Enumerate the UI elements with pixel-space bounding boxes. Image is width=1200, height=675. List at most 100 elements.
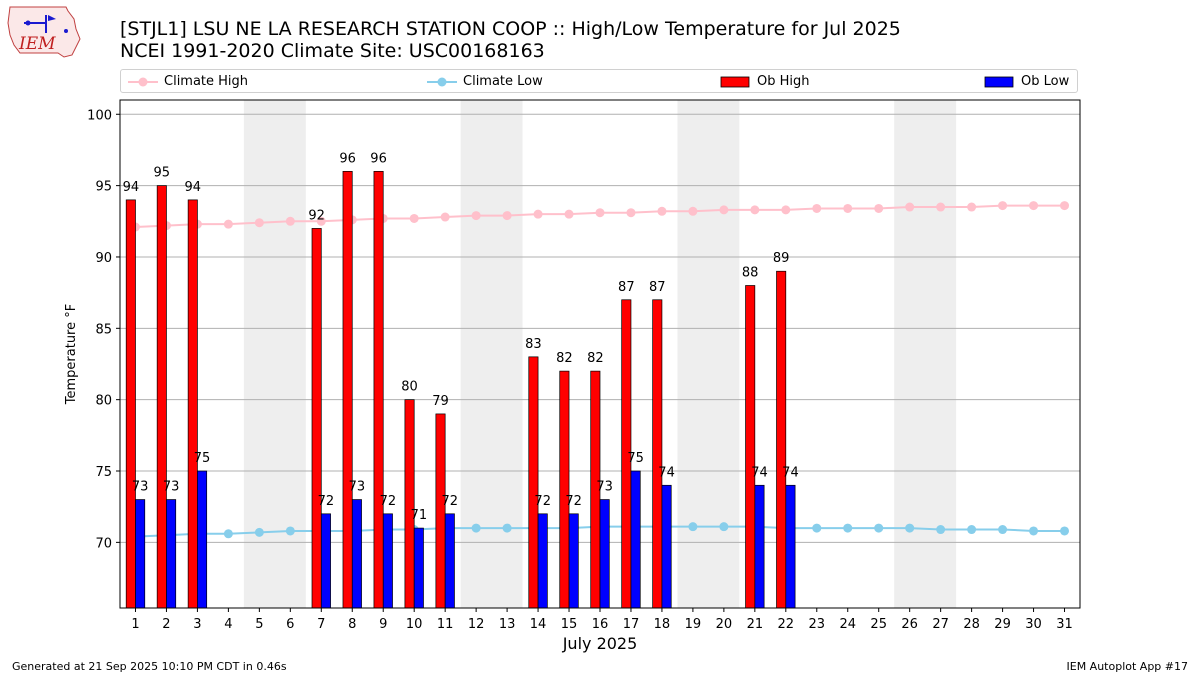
climate-low-point [502, 523, 512, 533]
ob-high-label: 95 [154, 166, 171, 181]
x-tick-label: 7 [317, 617, 325, 632]
ob-low-label: 75 [627, 451, 644, 466]
x-tick-label: 11 [437, 617, 454, 632]
ob-high-bar [404, 399, 415, 609]
ob-low-bar [785, 484, 796, 609]
climate-low-point [688, 522, 698, 532]
climate-low-point [254, 527, 264, 537]
ob-low-bar [320, 513, 331, 609]
climate-low-point [967, 525, 977, 535]
iem-logo: IEM [7, 6, 81, 58]
ob-low-bar [661, 484, 672, 609]
x-tick-label: 23 [809, 617, 826, 632]
climate-high-point [502, 211, 512, 221]
logo-text: IEM [18, 34, 56, 54]
ob-high-bar [652, 299, 663, 609]
climate-low-point [1029, 526, 1039, 536]
ob-low-label: 75 [194, 451, 211, 466]
climate-low-point [719, 522, 729, 532]
y-axis-label: Temperature °F [64, 304, 79, 405]
legend-climate-high-label: Climate High [164, 74, 249, 89]
ob-low-label: 74 [658, 465, 675, 480]
climate-low-point [471, 523, 481, 533]
x-tick-label: 21 [747, 617, 764, 632]
y-tick-label: 100 [87, 108, 112, 123]
climate-high-point [905, 202, 915, 212]
x-tick-label: 31 [1056, 617, 1073, 632]
ob-high-bar [528, 356, 539, 609]
climate-high-point [595, 208, 605, 218]
ob-high-label: 83 [525, 337, 542, 352]
x-tick-label: 24 [839, 617, 856, 632]
x-tick-label: 22 [778, 617, 795, 632]
legend-ob-low-label: Ob Low [1021, 74, 1070, 89]
climate-high-point [812, 203, 822, 213]
x-tick-label: 6 [286, 617, 294, 632]
ob-low-label: 74 [782, 465, 799, 480]
x-tick-label: 13 [499, 617, 516, 632]
climate-high-point [409, 213, 419, 223]
ob-high-label: 88 [742, 266, 759, 281]
x-tick-label: 9 [379, 617, 387, 632]
ob-high-bar [125, 199, 136, 609]
ob-low-label: 74 [751, 465, 768, 480]
climate-high-point [440, 212, 450, 222]
ob-low-bar [537, 513, 548, 609]
x-tick-label: 16 [592, 617, 609, 632]
chart-legend: Climate High Climate Low Ob High Ob Low [120, 69, 1078, 93]
climate-high-point [285, 216, 295, 226]
ob-low-bar [197, 470, 208, 609]
ob-high-bar [745, 285, 756, 609]
climate-high-point [936, 202, 946, 212]
ob-high-label: 80 [401, 380, 418, 395]
climate-high-point [1029, 201, 1039, 211]
ob-low-bar [166, 499, 177, 609]
ob-high-bar [342, 170, 353, 609]
x-tick-label: 12 [468, 617, 485, 632]
ob-low-label: 72 [565, 494, 582, 509]
ob-low-label: 73 [349, 480, 366, 495]
chart-title: [STJL1] LSU NE LA RESEARCH STATION COOP … [120, 18, 901, 40]
x-tick-label: 20 [716, 617, 733, 632]
ob-high-label: 87 [649, 280, 666, 295]
ob-low-bar [135, 499, 146, 609]
ob-high-bar [311, 228, 322, 609]
ob-low-label: 73 [163, 480, 180, 495]
x-tick-label: 19 [685, 617, 702, 632]
ob-low-label: 73 [132, 480, 149, 495]
climate-low-point [936, 525, 946, 535]
ob-high-label: 82 [556, 351, 573, 366]
ob-high-label: 87 [618, 280, 635, 295]
x-tick-label: 5 [255, 617, 263, 632]
climate-low-point [998, 525, 1008, 535]
x-tick-label: 14 [530, 617, 547, 632]
ob-low-bar [630, 470, 641, 609]
ob-high-label: 94 [123, 180, 140, 195]
climate-high-point [657, 206, 667, 216]
generated-footer: Generated at 21 Sep 2025 10:10 PM CDT in… [12, 660, 287, 673]
ob-high-bar [559, 370, 570, 609]
chart-subtitle: NCEI 1991-2020 Climate Site: USC00168163 [120, 40, 545, 62]
ob-high-label: 96 [370, 151, 387, 166]
climate-low-point [223, 529, 233, 539]
x-axis-label: July 2025 [562, 634, 638, 653]
x-tick-label: 8 [348, 617, 356, 632]
ob-high-label: 82 [587, 351, 604, 366]
ob-low-bar [351, 499, 362, 609]
ob-high-label: 92 [308, 208, 325, 223]
climate-high-point [998, 201, 1008, 211]
ob-low-bar [382, 513, 393, 609]
x-tick-label: 29 [994, 617, 1011, 632]
ob-high-bar [435, 413, 446, 609]
climate-high-point [843, 203, 853, 213]
app-footer: IEM Autoplot App #17 [1066, 660, 1189, 673]
climate-high-point [626, 208, 636, 218]
climate-low-point [285, 526, 295, 536]
climate-high-point [967, 202, 977, 212]
y-tick-label: 90 [95, 251, 112, 266]
x-tick-label: 10 [406, 617, 423, 632]
ob-low-label: 72 [442, 494, 459, 509]
climate-high-point [316, 216, 326, 226]
climate-high-point [471, 211, 481, 221]
